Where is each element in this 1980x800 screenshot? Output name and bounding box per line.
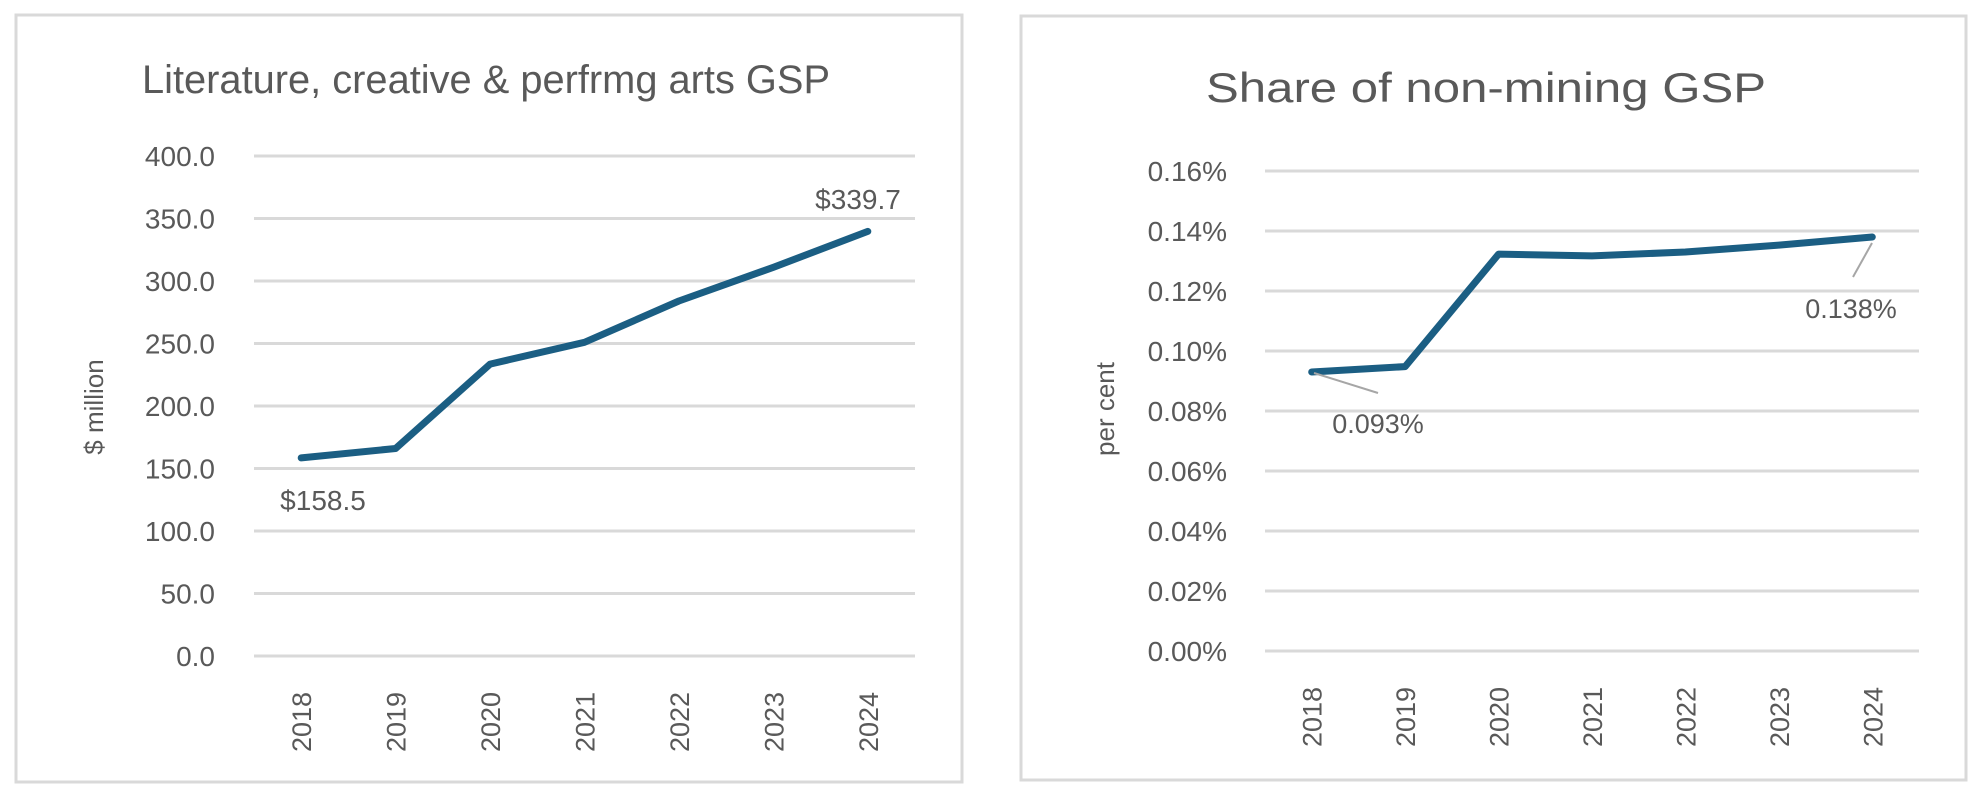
- x-tick-label: 2023: [759, 692, 789, 752]
- data-label-first: $158.5: [280, 485, 366, 516]
- x-tick-label: 2024: [1858, 687, 1888, 747]
- y-tick-label: 300.0: [145, 266, 215, 297]
- y-tick-label: 400.0: [145, 141, 215, 172]
- leader-line-last: [1852, 242, 1873, 278]
- chart-title: Share of non-mining GSP: [1206, 64, 1766, 111]
- y-axis-title: $ million: [79, 359, 109, 454]
- x-tick-label: 2023: [1765, 687, 1795, 747]
- y-tick-label: 350.0: [145, 204, 215, 235]
- x-tick-label: 2018: [1298, 687, 1328, 747]
- x-tick-label: 2022: [665, 692, 695, 752]
- y-tick-label: 0.00%: [1148, 636, 1227, 667]
- x-tick-label: 2019: [382, 692, 412, 752]
- x-tick-label: 2021: [1578, 687, 1608, 747]
- x-tick-label: 2021: [571, 692, 601, 752]
- x-tick-label: 2019: [1391, 687, 1421, 747]
- x-tick-label: 2020: [1485, 687, 1515, 747]
- y-axis-title: per cent: [1090, 361, 1120, 456]
- y-tick-label: 250.0: [145, 329, 215, 360]
- y-tick-label: 0.02%: [1148, 576, 1227, 607]
- y-tick-label: 200.0: [145, 391, 215, 422]
- chart-panel-border: [1019, 14, 1968, 782]
- y-tick-label: 0.16%: [1148, 156, 1227, 187]
- y-tick-label: 0.10%: [1148, 336, 1227, 367]
- y-tick-label: 0.08%: [1148, 396, 1227, 427]
- x-tick-label: 2022: [1671, 687, 1701, 747]
- chart-panel-border: [14, 13, 964, 784]
- x-axis-tick-labels: 2018 2019 2020 2021 2022 2023 2024: [287, 692, 884, 752]
- data-label-first: 0.093%: [1332, 409, 1424, 439]
- x-axis-tick-labels: 2018 2019 2020 2021 2022 2023 2024: [1298, 687, 1889, 747]
- gsp-chart: Literature, creative & perfrmg arts GSP …: [14, 13, 964, 784]
- y-tick-label: 0.14%: [1148, 216, 1227, 247]
- y-tick-label: 0.04%: [1148, 516, 1227, 547]
- y-axis-tick-labels: 0.0 50.0 100.0 150.0 200.0 250.0 300.0 350.0 400…: [145, 141, 215, 672]
- y-tick-label: 50.0: [161, 579, 216, 610]
- data-label-last: 0.138%: [1805, 294, 1897, 324]
- series-line: [297, 227, 872, 462]
- y-tick-label: 0.12%: [1148, 276, 1227, 307]
- y-axis-tick-labels: 0.00% 0.02% 0.04% 0.06% 0.08% 0.10% 0.12% 0.14%…: [1148, 156, 1227, 667]
- data-label-last: $339.7: [815, 184, 901, 215]
- leader-line-first: [1313, 372, 1379, 394]
- y-tick-label: 100.0: [145, 516, 215, 547]
- x-tick-label: 2024: [854, 692, 884, 752]
- chart-title: Literature, creative & perfrmg arts GSP: [142, 58, 830, 102]
- share-chart: Share of non-mining GSP 0.00%0.02%0.04%0…: [1019, 14, 1968, 782]
- y-tick-label: 0.0: [176, 641, 215, 672]
- y-tick-label: 0.06%: [1148, 456, 1227, 487]
- series-line: [1308, 233, 1876, 376]
- x-tick-label: 2020: [476, 692, 506, 752]
- gridlines: [1265, 169, 1919, 653]
- x-tick-label: 2018: [287, 692, 317, 752]
- y-tick-label: 150.0: [145, 454, 215, 485]
